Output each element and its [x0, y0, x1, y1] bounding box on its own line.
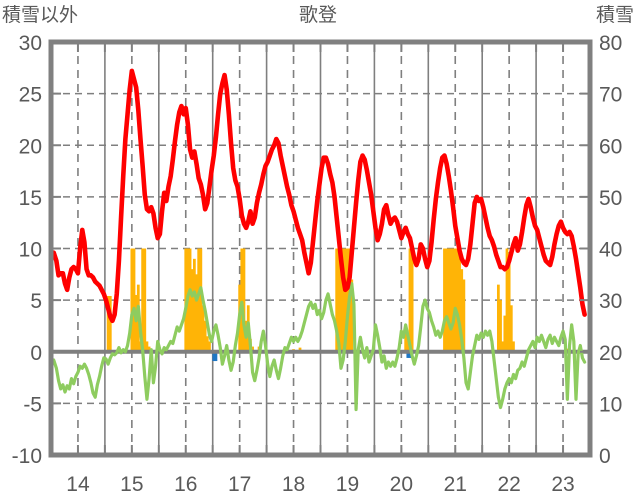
y-axis-right-tick-label: 60	[599, 135, 622, 158]
x-axis-tick-label: 18	[282, 473, 305, 496]
x-axis-tick-label: 16	[174, 473, 197, 496]
x-axis-tick-label: 22	[497, 473, 520, 496]
y-axis-right-tick-label: 30	[599, 290, 622, 313]
x-axis-tick-label: 15	[120, 473, 143, 496]
y-axis-right-tick-label: 80	[599, 32, 622, 55]
y-axis-left-tick-label: 15	[19, 187, 42, 210]
tick-marks	[51, 42, 590, 455]
tick-labels: -10 -5 0 5 10 15 20 25 30 0 10 20 30 40 50 60 70 80 14 15 16…	[12, 32, 623, 496]
y-axis-right-tick-label: 0	[599, 445, 611, 468]
y-axis-right-tick-label: 40	[599, 239, 622, 262]
page-title: 歌登	[298, 5, 337, 26]
y-axis-left-tick-label: -5	[23, 393, 42, 416]
x-axis-tick-label: 21	[444, 473, 467, 496]
green-line-series	[52, 282, 587, 412]
y-axis-left-tick-label: 0	[30, 342, 42, 365]
x-axis-tick-label: 23	[551, 473, 574, 496]
y-axis-right-tick-label: 50	[599, 187, 622, 210]
left-axis-title: 積雪以外	[2, 5, 79, 26]
y-axis-left-tick-label: 5	[30, 290, 42, 313]
y-axis-left-tick-label: 30	[19, 32, 42, 55]
y-axis-left-tick-label: 20	[19, 135, 42, 158]
x-axis-tick-label: 19	[336, 473, 359, 496]
x-axis-tick-label: 20	[390, 473, 413, 496]
x-axis-tick-label: 17	[228, 473, 251, 496]
y-axis-left-tick-label: 25	[19, 84, 42, 107]
y-axis-right-tick-label: 70	[599, 84, 622, 107]
y-axis-left-tick-label: -10	[12, 445, 42, 468]
right-axis-title: 積雪	[595, 5, 634, 26]
y-axis-right-tick-label: 20	[599, 342, 622, 365]
y-axis-left-tick-label: 10	[19, 239, 42, 262]
x-axis-tick-label: 14	[66, 473, 90, 496]
red-line-series	[51, 68, 587, 324]
y-axis-right-tick-label: 10	[599, 393, 622, 416]
